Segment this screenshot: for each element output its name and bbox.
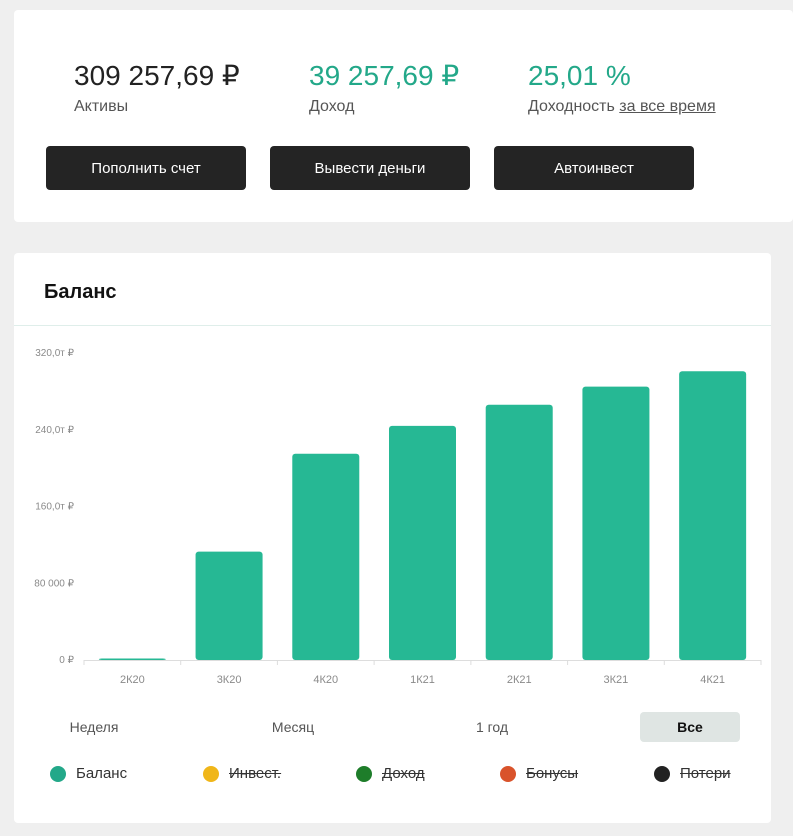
x-tick-label: 4К21 [700, 674, 725, 686]
assets-label: Активы [74, 98, 129, 115]
legend-balance[interactable]: Баланс [50, 765, 127, 782]
income-stat: 39 257,69 ₽ Доход [309, 60, 459, 116]
assets-stat: 309 257,69 ₽ Активы [74, 60, 240, 116]
legend-balance-dot [50, 765, 66, 782]
period-week[interactable]: Неделя [69, 719, 119, 735]
bar [389, 425, 456, 660]
legend-bonus[interactable]: Бонусы [500, 765, 578, 782]
bar [292, 453, 360, 660]
y-tick-label: 0 ₽ [59, 655, 74, 666]
balance-card: Баланс 0 ₽ 80 000 ₽ 160,0т ₽ 240,0т ₽ 320,0т… [14, 253, 771, 823]
bar [485, 404, 553, 660]
legend-invest-label: Инвест. [229, 765, 282, 782]
bar [98, 658, 166, 660]
legend-bonus-label: Бонусы [526, 765, 579, 782]
x-tick-label: 2К21 [507, 674, 532, 686]
legend-income[interactable]: Доход [356, 765, 425, 782]
yield-label: Доходность [528, 98, 615, 115]
x-tick-label: 3К21 [604, 674, 629, 686]
x-tick-label: 3К20 [217, 674, 242, 686]
yield-stat: 25,01 % Доходность за все время [528, 60, 716, 116]
legend-invest[interactable]: Инвест. [203, 765, 281, 782]
bar [582, 386, 650, 660]
withdraw-button[interactable]: Вывести деньги [270, 146, 470, 190]
y-tick-label: 240,0т ₽ [35, 425, 74, 436]
x-tick-label: 1К21 [410, 674, 435, 686]
bar [679, 371, 747, 660]
period-month[interactable]: Месяц [271, 719, 315, 735]
bar [195, 551, 263, 660]
yield-label-row: Доходность за все время [528, 98, 716, 116]
legend-income-label: Доход [382, 765, 425, 782]
income-label: Доход [309, 98, 355, 115]
income-value: 39 257,69 ₽ [309, 60, 460, 91]
autoinvest-button[interactable]: Автоинвест [494, 146, 694, 190]
legend-losses[interactable]: Потери [654, 765, 731, 782]
legend-balance-label: Баланс [76, 765, 128, 782]
period-all[interactable]: Все [640, 712, 740, 742]
y-tick-label: 80 000 ₽ [34, 578, 74, 589]
legend-bonus-dot [500, 765, 516, 782]
legend-invest-dot [203, 765, 219, 782]
yield-value: 25,01 % [528, 60, 631, 91]
y-tick-label: 320,0т ₽ [35, 348, 74, 359]
period-year[interactable]: 1 год [475, 719, 509, 735]
balance-title: Баланс [44, 281, 117, 303]
deposit-button[interactable]: Пополнить счет [46, 146, 246, 190]
assets-value: 309 257,69 ₽ [74, 60, 240, 91]
x-tick-label: 4К20 [313, 674, 338, 686]
y-tick-label: 160,0т ₽ [35, 502, 74, 513]
yield-period-link[interactable]: за все время [619, 98, 716, 115]
summary-card: 309 257,69 ₽ Активы 39 257,69 ₽ Доход 25… [14, 10, 793, 222]
legend-income-dot [356, 765, 372, 782]
x-tick-label: 2К20 [120, 674, 145, 686]
legend-losses-dot [654, 765, 670, 782]
balance-chart: 0 ₽ 80 000 ₽ 160,0т ₽ 240,0т ₽ 320,0т ₽ 2К20 3… [34, 348, 762, 686]
divider [14, 325, 771, 326]
legend-losses-label: Потери [680, 765, 731, 782]
